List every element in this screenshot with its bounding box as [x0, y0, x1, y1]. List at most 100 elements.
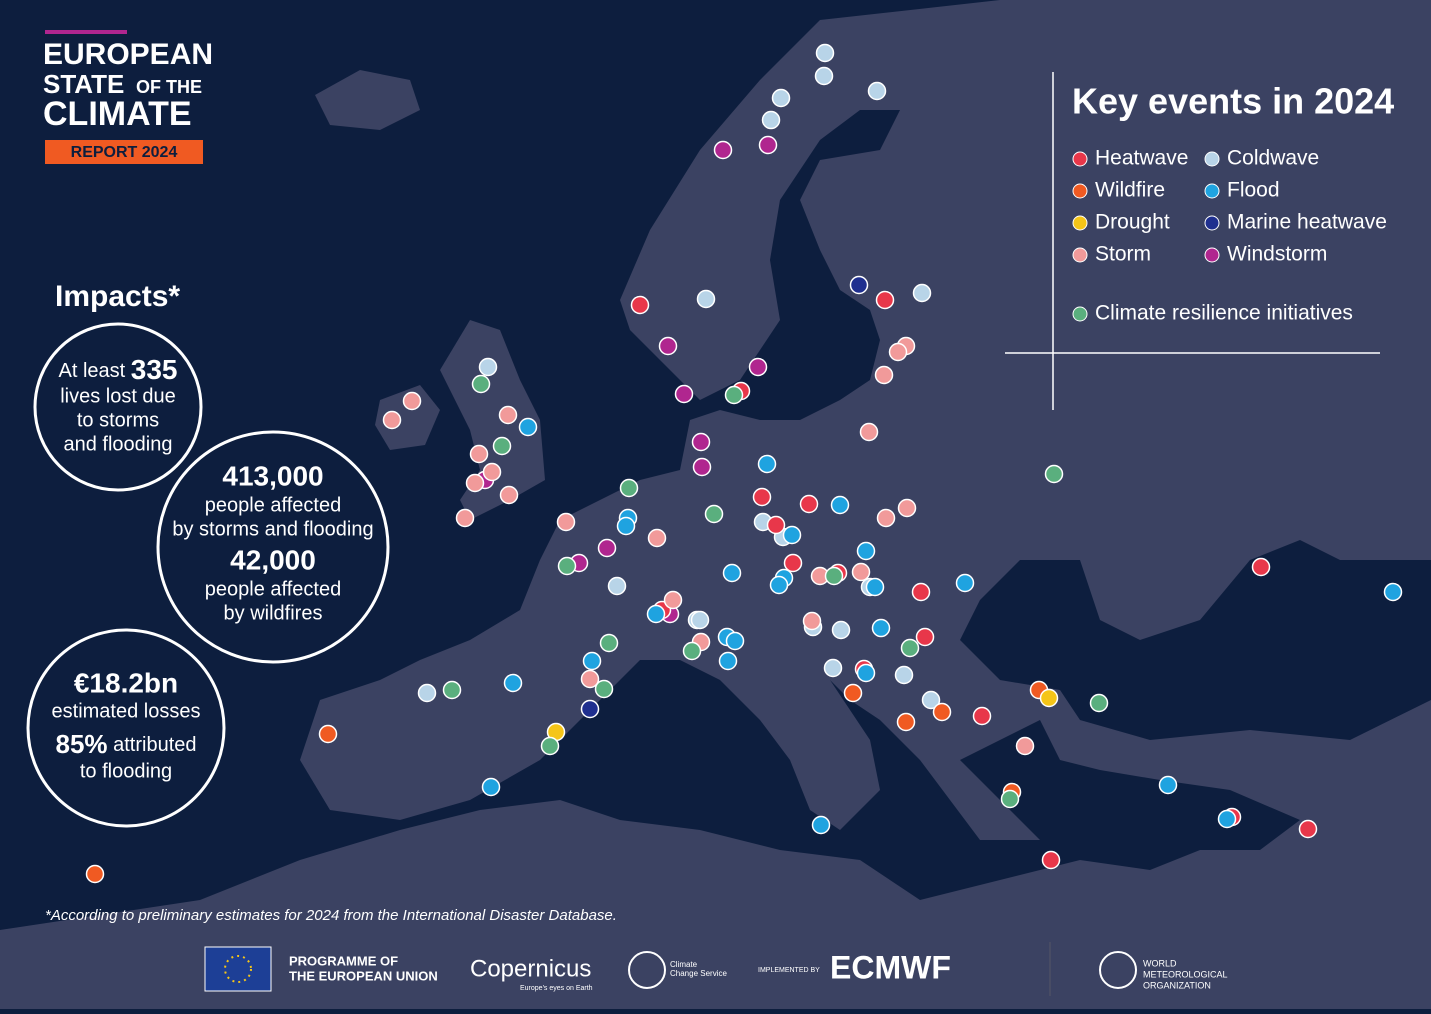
legend-label: Drought — [1095, 211, 1170, 234]
impact-text: people affected — [205, 578, 341, 600]
event-marker — [594, 679, 614, 699]
impact-circles — [26, 322, 390, 828]
event-marker — [856, 541, 876, 561]
event-marker — [1298, 819, 1318, 839]
event-marker — [646, 604, 666, 624]
event-marker — [955, 573, 975, 593]
legend-swatch — [1204, 151, 1220, 167]
event-marker — [518, 417, 538, 437]
event-marker — [1015, 736, 1035, 756]
logo-text: Copernicus — [470, 955, 591, 982]
event-marker — [582, 651, 602, 671]
impact-text: At least 335 — [59, 354, 178, 385]
c3s-logo — [628, 951, 666, 989]
event-marker — [630, 295, 650, 315]
event-marker — [888, 342, 908, 362]
event-marker — [455, 508, 475, 528]
event-marker — [1383, 582, 1403, 602]
logo-text: Europe's eyes on Earth — [520, 985, 593, 992]
event-marker — [1158, 775, 1178, 795]
report-label: REPORT 2024 — [71, 144, 178, 161]
event-marker — [830, 495, 850, 515]
event-marker — [783, 553, 803, 573]
event-marker — [469, 444, 489, 464]
legend: Heatwave Wildfire Drought Storm Coldwave Floo… — [1072, 147, 1387, 325]
event-marker — [972, 706, 992, 726]
event-marker — [867, 81, 887, 101]
event-marker — [911, 582, 931, 602]
event-marker — [748, 357, 768, 377]
legend-label: Wildfire — [1095, 179, 1165, 202]
impact-number: €18.2bn — [74, 667, 178, 698]
event-marker — [318, 724, 338, 744]
event-marker — [1039, 688, 1059, 708]
header-title: EUROPEAN — [43, 38, 213, 71]
event-marker — [724, 385, 744, 405]
event-marker — [758, 135, 778, 155]
eu-stars — [224, 955, 252, 983]
event-marker — [718, 651, 738, 671]
logo-text: THE EUROPEAN UNION — [289, 968, 438, 983]
event-marker — [597, 538, 617, 558]
event-marker — [1000, 789, 1020, 809]
header-title: CLIMATE — [43, 95, 192, 133]
event-marker — [658, 336, 678, 356]
event-marker — [674, 384, 694, 404]
impact-text: and flooding — [64, 433, 173, 455]
logo-text: ECMWF — [830, 949, 951, 985]
footnote: *According to preliminary estimates for … — [45, 907, 617, 924]
report-badge — [45, 140, 203, 164]
logo-text: WORLD — [1143, 958, 1177, 968]
impact-text: to flooding — [80, 760, 172, 782]
legend-swatch — [1072, 306, 1088, 322]
event-marker — [811, 815, 831, 835]
event-marker — [831, 620, 851, 640]
event-marker — [932, 702, 952, 722]
event-marker — [894, 665, 914, 685]
legend-title: Key events in 2024 — [1072, 81, 1394, 122]
event-marker — [849, 275, 869, 295]
legend-swatch — [1072, 183, 1088, 199]
event-marker — [607, 576, 627, 596]
event-marker — [616, 516, 636, 536]
event-marker — [499, 485, 519, 505]
header-accent — [45, 30, 127, 34]
event-marker — [482, 462, 502, 482]
event-marker — [417, 683, 437, 703]
legend-label: Heatwave — [1095, 147, 1188, 170]
event-marker — [782, 525, 802, 545]
event-marker — [690, 610, 710, 630]
logo-text: Change Service — [670, 969, 727, 978]
logo-text: ORGANIZATION — [1143, 980, 1211, 990]
impact-number: 413,000 — [222, 460, 323, 491]
event-marker — [692, 457, 712, 477]
impact-text: people affected — [205, 494, 341, 516]
event-marker — [896, 712, 916, 732]
event-marker — [814, 66, 834, 86]
event-marker — [859, 422, 879, 442]
event-marker — [769, 575, 789, 595]
wmo-logo — [1099, 951, 1137, 989]
event-marker — [1251, 557, 1271, 577]
legend-label: Coldwave — [1227, 147, 1319, 170]
event-marker — [865, 577, 885, 597]
event-marker — [856, 663, 876, 683]
event-marker — [802, 611, 822, 631]
impact-circle — [156, 430, 390, 664]
impact-number: 42,000 — [230, 544, 316, 575]
event-marker — [1089, 693, 1109, 713]
impact-text: attributed — [113, 734, 196, 756]
event-marker — [843, 683, 863, 703]
event-marker — [682, 641, 702, 661]
event-marker — [875, 290, 895, 310]
impact-circle — [26, 628, 226, 828]
event-marker — [912, 283, 932, 303]
event-marker — [556, 512, 576, 532]
event-marker — [503, 673, 523, 693]
event-marker — [815, 43, 835, 63]
event-marker — [402, 391, 422, 411]
event-marker — [492, 436, 512, 456]
event-marker — [823, 658, 843, 678]
event-marker — [478, 357, 498, 377]
